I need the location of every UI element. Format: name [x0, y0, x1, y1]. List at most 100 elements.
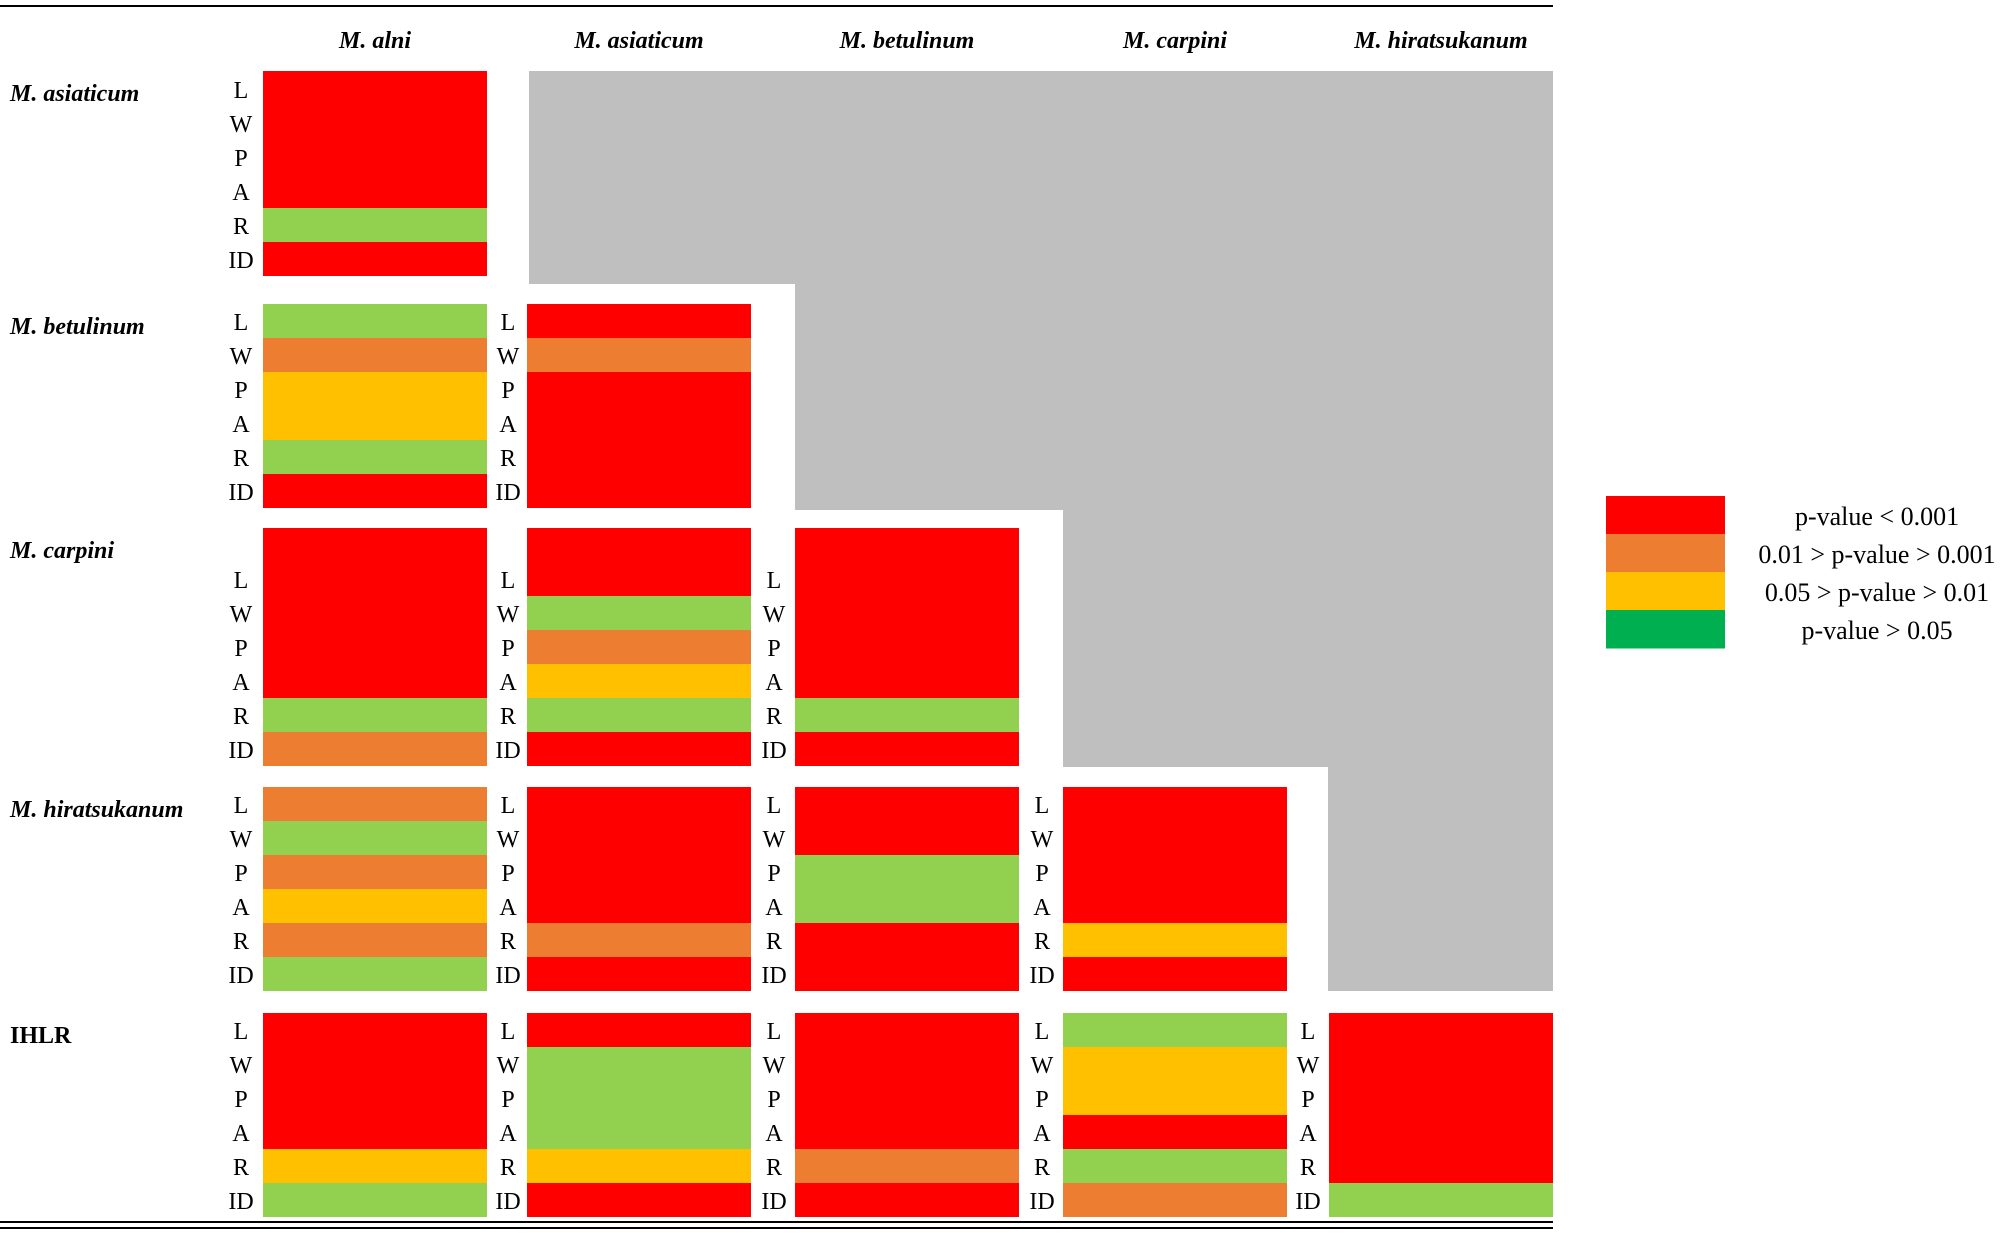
- variable-label-r: R: [1300, 1155, 1316, 1181]
- cell-m-carpini-m-betulinum-l: [795, 528, 1019, 596]
- variable-label-l: L: [234, 568, 249, 594]
- cell-ihlr-m-betulinum-l: [795, 1013, 1019, 1047]
- legend-swatch-red: [1606, 496, 1725, 535]
- variable-label-r: R: [1034, 929, 1050, 955]
- variable-label-a: A: [499, 412, 517, 438]
- variable-label-id: ID: [228, 738, 253, 764]
- cell-m-hiratsukanum-m-asiaticum-w: [527, 821, 751, 855]
- masked-upper-triangle: [529, 71, 1553, 991]
- variable-label-l: L: [234, 310, 249, 336]
- variable-label-a: A: [1033, 1121, 1051, 1147]
- cell-ihlr-m-betulinum-a: [795, 1115, 1019, 1149]
- column-header-m-carpini: M. carpini: [1122, 28, 1227, 54]
- cell-m-hiratsukanum-m-asiaticum-p: [527, 855, 751, 889]
- variable-label-w: W: [230, 602, 253, 628]
- variable-label-w: W: [763, 1053, 786, 1079]
- cell-m-hiratsukanum-m-asiaticum-r: [527, 923, 751, 957]
- cell-ihlr-m-hiratsukanum-id: [1329, 1183, 1553, 1217]
- cell-m-asiaticum-m-alni-w: [263, 106, 487, 140]
- cell-ihlr-m-alni-l: [263, 1013, 487, 1047]
- cell-m-carpini-m-betulinum-id: [795, 732, 1019, 766]
- legend-label-yellow: 0.05 > p-value > 0.01: [1765, 578, 1989, 607]
- cell-ihlr-m-alni-r: [263, 1149, 487, 1183]
- cell-m-hiratsukanum-m-betulinum-a: [795, 889, 1019, 923]
- cell-ihlr-m-betulinum-w: [795, 1047, 1019, 1081]
- cell-m-betulinum-m-alni-a: [263, 406, 487, 440]
- variable-label-l: L: [1035, 1019, 1050, 1045]
- variable-label-w: W: [230, 1053, 253, 1079]
- variable-label-id: ID: [495, 738, 520, 764]
- variable-label-w: W: [230, 827, 253, 853]
- variable-label-l: L: [501, 793, 516, 819]
- cell-ihlr-m-carpini-a: [1063, 1115, 1287, 1149]
- cell-m-hiratsukanum-m-betulinum-l: [795, 787, 1019, 821]
- cell-m-carpini-m-alni-r: [263, 698, 487, 732]
- cell-m-hiratsukanum-m-carpini-a: [1063, 889, 1287, 923]
- variable-label-r: R: [233, 446, 249, 472]
- cell-ihlr-m-alni-a: [263, 1115, 487, 1149]
- row-header-m-hiratsukanum: M. hiratsukanum: [9, 797, 183, 823]
- cell-m-asiaticum-m-alni-l: [263, 71, 487, 106]
- variable-label-p: P: [767, 861, 780, 887]
- variable-label-w: W: [230, 112, 253, 138]
- cell-ihlr-m-betulinum-r: [795, 1149, 1019, 1183]
- variable-label-w: W: [497, 1053, 520, 1079]
- cell-m-hiratsukanum-m-carpini-w: [1063, 821, 1287, 855]
- variable-label-a: A: [232, 670, 250, 696]
- cell-ihlr-m-asiaticum-p: [527, 1081, 751, 1115]
- variable-label-r: R: [1034, 1155, 1050, 1181]
- cell-m-carpini-m-betulinum-a: [795, 664, 1019, 698]
- cell-m-hiratsukanum-m-asiaticum-a: [527, 889, 751, 923]
- cell-m-carpini-m-alni-l: [263, 528, 487, 596]
- variable-label-a: A: [1033, 895, 1051, 921]
- variable-label-l: L: [1301, 1019, 1316, 1045]
- cell-m-hiratsukanum-m-asiaticum-id: [527, 957, 751, 991]
- cell-m-asiaticum-m-alni-a: [263, 174, 487, 208]
- legend-swatch-orange: [1606, 534, 1725, 573]
- cell-ihlr-m-carpini-r: [1063, 1149, 1287, 1183]
- variable-label-p: P: [1035, 861, 1048, 887]
- row-header-m-betulinum: M. betulinum: [9, 314, 145, 340]
- cell-ihlr-m-hiratsukanum-p: [1329, 1081, 1553, 1115]
- variable-label-p: P: [234, 636, 247, 662]
- cell-m-betulinum-m-alni-id: [263, 474, 487, 508]
- cell-ihlr-m-carpini-id: [1063, 1183, 1287, 1217]
- cell-ihlr-m-asiaticum-w: [527, 1047, 751, 1081]
- variable-label-w: W: [1031, 827, 1054, 853]
- column-header-m-asiaticum: M. asiaticum: [573, 28, 703, 54]
- cell-m-hiratsukanum-m-carpini-l: [1063, 787, 1287, 821]
- variable-label-r: R: [766, 704, 782, 730]
- column-header-m-betulinum: M. betulinum: [839, 28, 975, 54]
- column-header-m-hiratsukanum: M. hiratsukanum: [1353, 28, 1527, 54]
- cell-m-carpini-m-betulinum-r: [795, 698, 1019, 732]
- variable-label-p: P: [767, 636, 780, 662]
- variable-label-a: A: [232, 895, 250, 921]
- legend-swatch-yellow: [1606, 572, 1725, 611]
- cell-ihlr-m-carpini-l: [1063, 1013, 1287, 1047]
- variable-label-id: ID: [1295, 1189, 1320, 1215]
- variable-label-l: L: [234, 78, 249, 104]
- variable-label-a: A: [499, 670, 517, 696]
- variable-label-a: A: [499, 895, 517, 921]
- variable-label-id: ID: [1029, 963, 1054, 989]
- cell-ihlr-m-alni-id: [263, 1183, 487, 1217]
- cell-m-hiratsukanum-m-alni-id: [263, 957, 487, 991]
- cell-ihlr-m-carpini-w: [1063, 1047, 1287, 1081]
- variable-label-w: W: [1297, 1053, 1320, 1079]
- variable-label-p: P: [1035, 1087, 1048, 1113]
- cell-m-hiratsukanum-m-carpini-id: [1063, 957, 1287, 991]
- cell-ihlr-m-carpini-p: [1063, 1081, 1287, 1115]
- variable-label-p: P: [234, 861, 247, 887]
- variable-label-w: W: [230, 344, 253, 370]
- cell-ihlr-m-hiratsukanum-a: [1329, 1115, 1553, 1149]
- variable-label-l: L: [501, 568, 516, 594]
- variable-label-id: ID: [228, 480, 253, 506]
- variable-label-p: P: [501, 378, 514, 404]
- cell-ihlr-m-asiaticum-r: [527, 1149, 751, 1183]
- variable-label-w: W: [497, 602, 520, 628]
- cell-m-carpini-m-asiaticum-id: [527, 732, 751, 766]
- variable-label-a: A: [232, 1121, 250, 1147]
- legend-label-orange: 0.01 > p-value > 0.001: [1758, 540, 1995, 569]
- variable-label-l: L: [767, 568, 782, 594]
- cell-m-asiaticum-m-alni-r: [263, 208, 487, 242]
